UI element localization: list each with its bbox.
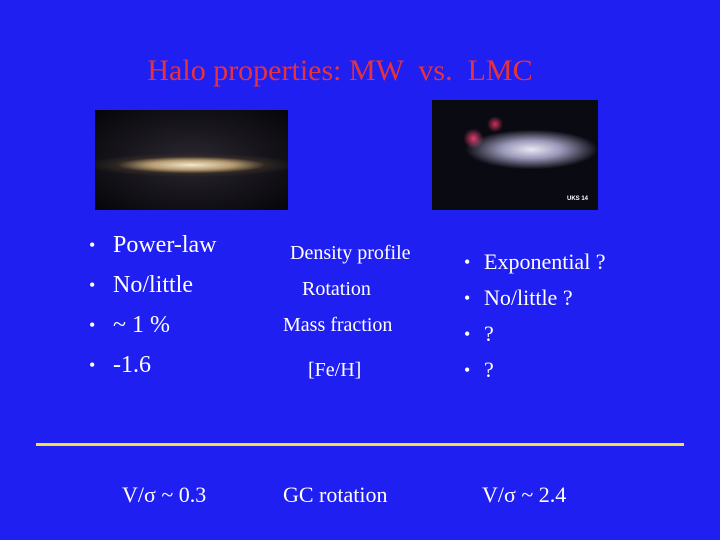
footer-text: GC rotation bbox=[283, 482, 388, 507]
property-name: [Fe/H] bbox=[308, 359, 362, 381]
property-name: Rotation bbox=[302, 278, 371, 300]
footer-text: V/σ ~ 2.4 bbox=[482, 482, 567, 507]
property-name: Mass fraction bbox=[283, 314, 393, 336]
property-name: Density profile bbox=[290, 242, 411, 264]
lmc-property: ? bbox=[464, 323, 493, 345]
mw-property: Power-law bbox=[89, 233, 216, 257]
lmc-property: No/little ? bbox=[464, 287, 573, 309]
milky-way-image bbox=[95, 110, 288, 210]
footer-text: V/σ ~ 0.3 bbox=[122, 482, 207, 507]
lmc-image: UKS 14 bbox=[432, 100, 598, 210]
divider bbox=[36, 443, 684, 446]
mw-property: ~ 1 % bbox=[89, 313, 170, 337]
mw-property: -1.6 bbox=[89, 353, 151, 377]
slide-title: Halo properties: MW vs. LMC bbox=[147, 54, 533, 87]
image-caption: UKS 14 bbox=[566, 196, 588, 202]
lmc-property: ? bbox=[464, 359, 493, 381]
lmc-property: Exponential ? bbox=[464, 251, 606, 273]
mw-property: No/little bbox=[89, 273, 193, 297]
